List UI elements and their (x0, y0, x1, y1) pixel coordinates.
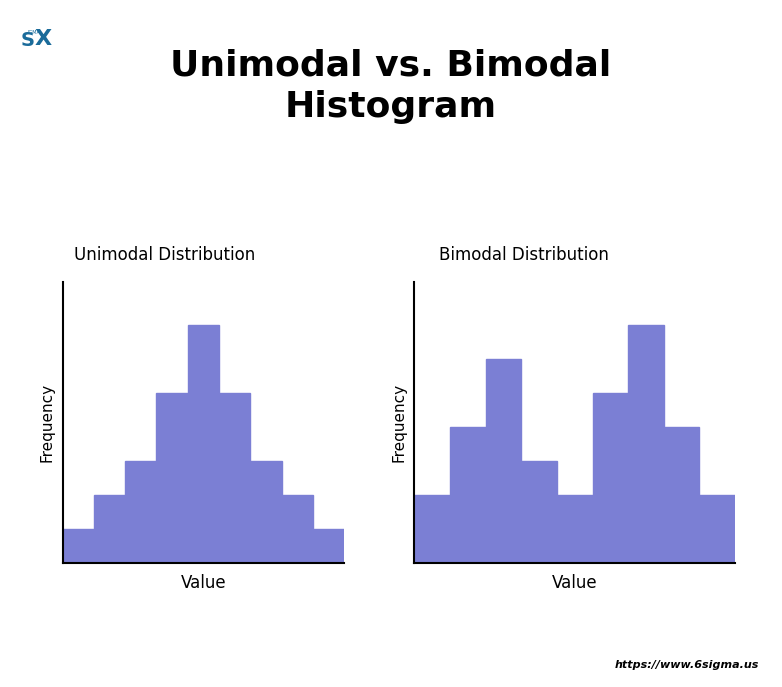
Bar (313, 529, 344, 563)
Bar (486, 359, 522, 563)
Bar (699, 495, 735, 563)
Text: X: X (34, 29, 52, 49)
Bar (557, 495, 593, 563)
X-axis label: Value: Value (552, 574, 597, 592)
Bar (450, 427, 486, 563)
Text: S: S (20, 31, 34, 50)
Text: https://www.6sigma.us: https://www.6sigma.us (614, 660, 759, 670)
Bar (522, 461, 557, 563)
Bar (664, 427, 699, 563)
Text: Bimodal Distribution: Bimodal Distribution (439, 247, 609, 264)
Bar (250, 461, 282, 563)
Text: IGMA: IGMA (28, 30, 41, 35)
Y-axis label: Frequency: Frequency (391, 383, 406, 462)
Bar (282, 495, 313, 563)
Bar (156, 393, 188, 563)
Text: Unimodal vs. Bimodal
Histogram: Unimodal vs. Bimodal Histogram (170, 48, 612, 124)
Bar (414, 495, 450, 563)
X-axis label: Value: Value (181, 574, 226, 592)
Y-axis label: Frequency: Frequency (39, 383, 54, 462)
Text: Unimodal Distribution: Unimodal Distribution (74, 247, 255, 264)
Bar (628, 325, 664, 563)
Bar (63, 529, 94, 563)
Bar (219, 393, 250, 563)
Bar (188, 325, 219, 563)
Bar (94, 495, 125, 563)
Bar (125, 461, 156, 563)
Bar (593, 393, 628, 563)
